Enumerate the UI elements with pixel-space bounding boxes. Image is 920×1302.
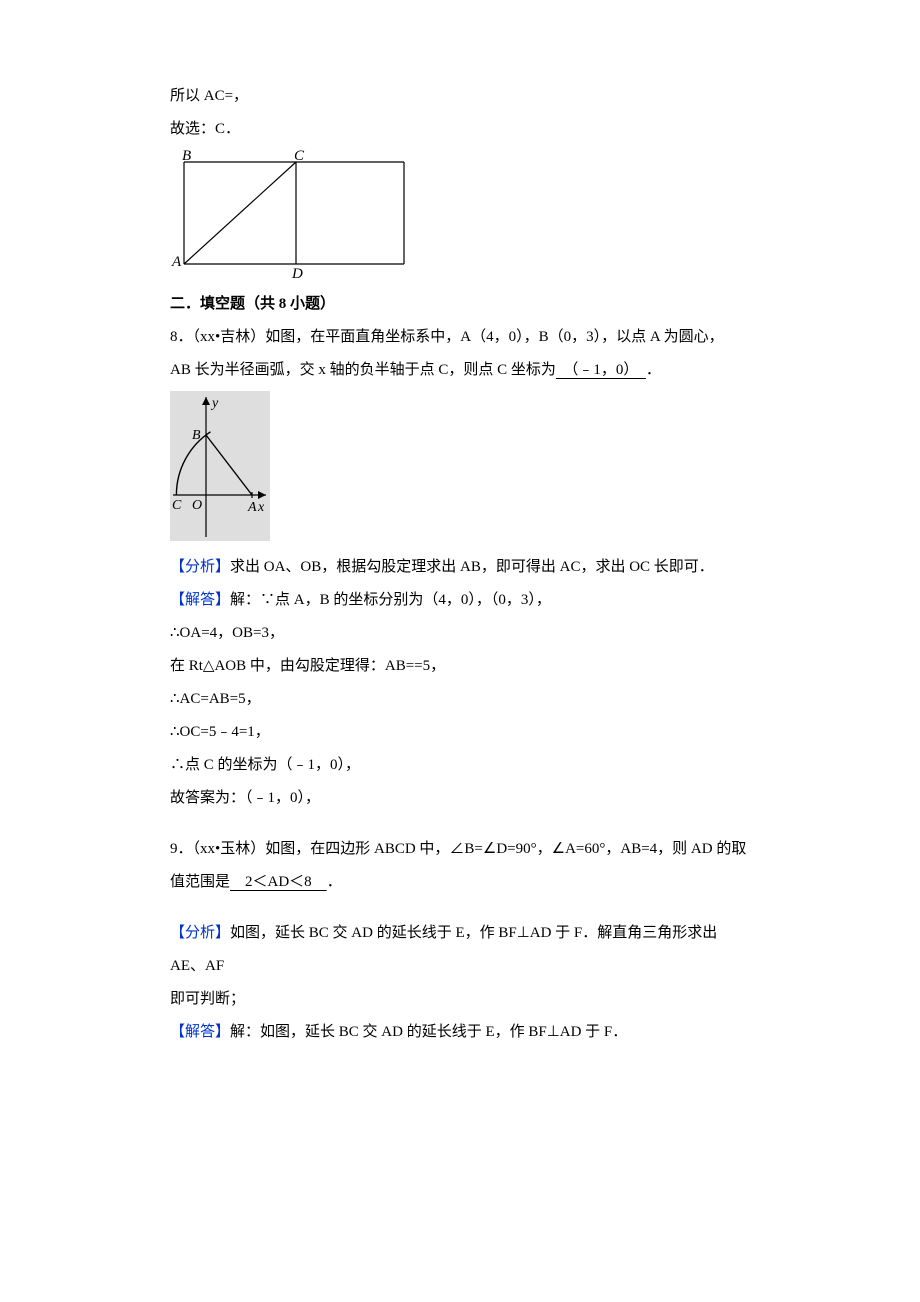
q9-analysis-l1: 【分析】如图，延长 BC 交 AD 的延长线于 E，作 BF⊥AD 于 F．解直… (170, 917, 750, 983)
svg-text:D: D (291, 266, 303, 278)
analysis-label: 【分析】 (170, 925, 230, 941)
solve-label: 【解答】 (170, 592, 230, 608)
svg-text:C: C (294, 150, 305, 164)
q8-solve-l3: 在 Rt△AOB 中，由勾股定理得：AB==5， (170, 650, 750, 683)
text-line: 所以 AC=， (170, 80, 750, 113)
q9-line2b: ． (327, 874, 342, 890)
svg-text:A: A (171, 254, 182, 270)
q8-line2: AB 长为半径画弧，交 x 轴的负半轴于点 C，则点 C 坐标为 （﹣1，0） … (170, 354, 750, 387)
q9-line1: 9．（xx•玉林）如图，在四边形 ABCD 中，∠B=∠D=90°，∠A=60°… (170, 833, 750, 866)
q8-solve-l6: ∴点 C 的坐标为（﹣1，0）， (170, 749, 750, 782)
q8-solve-l4: ∴AC=AB=5， (170, 683, 750, 716)
q8-line1: 8．（xx•吉林）如图，在平面直角坐标系中，A（4，0），B（0，3），以点 A… (170, 321, 750, 354)
svg-text:B: B (192, 428, 201, 443)
q8-solve-l7: 故答案为：（﹣1，0）， (170, 782, 750, 815)
q9-line2: 值范围是 2＜AD＜8 ． (170, 866, 750, 899)
section-heading: 二．填空题（共 8 小题） (170, 288, 750, 321)
solve-label: 【解答】 (170, 1024, 230, 1040)
svg-text:A: A (247, 500, 257, 515)
svg-text:x: x (257, 500, 265, 515)
q8-solve-l5: ∴OC=5﹣4=1， (170, 716, 750, 749)
document-page: 所以 AC=， 故选：C． B C A D 二．填空题（共 8 小题） 8．（xx•吉… (0, 0, 920, 1302)
q8-line2b: ． (646, 362, 661, 378)
solve-text: 解：∵点 A，B 的坐标分别为（4，0），（0，3）， (230, 592, 551, 608)
q9-answer: 2＜AD＜8 (230, 874, 327, 890)
q8-answer: （﹣1，0） (556, 362, 646, 378)
svg-text:C: C (172, 498, 182, 513)
q8-solve-l2: ∴OA=4，OB=3， (170, 617, 750, 650)
q8-solve-l1: 【解答】解：∵点 A，B 的坐标分别为（4，0），（0，3）， (170, 584, 750, 617)
q9-analysis-l2: 即可判断； (170, 983, 750, 1016)
svg-text:B: B (182, 150, 191, 164)
analysis-text: 求出 OA、OB，根据勾股定理求出 AB，即可得出 AC，求出 OC 长即可． (230, 559, 714, 575)
figure-rectangle-abcd: B C A D (170, 150, 750, 278)
q9-solve-l1: 【解答】解：如图，延长 BC 交 AD 的延长线于 E，作 BF⊥AD 于 F． (170, 1016, 750, 1049)
figure-coordinate-axes: y x O A B C (170, 391, 750, 541)
q9-line2a: 值范围是 (170, 874, 230, 890)
text-line: 故选：C． (170, 113, 750, 146)
analysis-label: 【分析】 (170, 559, 230, 575)
q8-analysis: 【分析】求出 OA、OB，根据勾股定理求出 AB，即可得出 AC，求出 OC 长… (170, 551, 750, 584)
spacer (170, 899, 750, 917)
analysis-text: 如图，延长 BC 交 AD 的延长线于 E，作 BF⊥AD 于 F．解直角三角形… (170, 925, 717, 974)
svg-text:y: y (210, 396, 219, 411)
q8-line2a: AB 长为半径画弧，交 x 轴的负半轴于点 C，则点 C 坐标为 (170, 362, 556, 378)
solve-text: 解：如图，延长 BC 交 AD 的延长线于 E，作 BF⊥AD 于 F． (230, 1024, 627, 1040)
svg-text:O: O (192, 498, 202, 513)
spacer (170, 815, 750, 833)
